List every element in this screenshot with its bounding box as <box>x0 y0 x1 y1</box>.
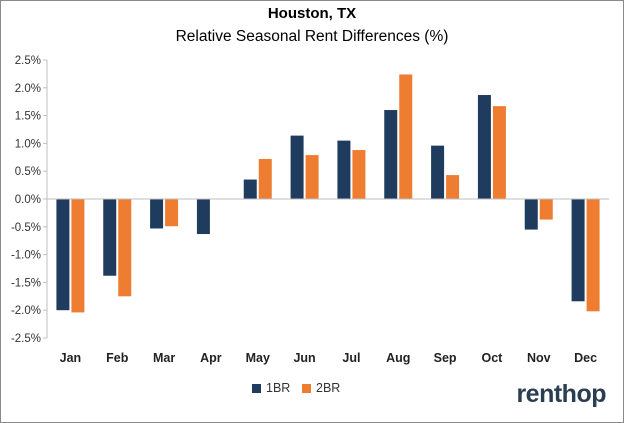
y-tick-label: 0.0% <box>15 194 41 206</box>
bar-1br-apr <box>196 199 210 235</box>
y-tick-label: 2.0% <box>15 83 41 95</box>
bar-2br-may <box>258 158 272 199</box>
x-tick-label: Feb <box>106 351 129 365</box>
bar-2br-jan <box>71 199 85 313</box>
bar-2br-jun <box>305 155 319 199</box>
legend-swatch-2br <box>302 383 311 393</box>
y-tick-label: -2.5% <box>11 333 41 345</box>
bar-2br-sep <box>446 175 460 199</box>
y-tick-label: -2.0% <box>11 305 41 317</box>
bar-1br-jul <box>337 140 351 199</box>
bar-1br-jun <box>290 135 304 199</box>
x-tick-label: Oct <box>481 351 503 365</box>
x-tick-label: Aug <box>386 351 410 365</box>
bar-2br-jul <box>352 150 366 199</box>
bar-1br-oct <box>477 95 491 199</box>
y-tick-label: -1.0% <box>11 250 41 262</box>
x-tick-label: Nov <box>527 351 551 365</box>
renthop-logo: renthop <box>516 380 606 409</box>
chart-title: Houston, TX <box>267 5 357 22</box>
legend-item-1br: 1BR <box>252 381 290 395</box>
x-tick-label: Dec <box>574 351 597 365</box>
x-tick-label: Jul <box>342 351 360 365</box>
legend-item-2br: 2BR <box>302 381 340 395</box>
bar-2br-nov <box>539 199 553 220</box>
chart-subtitle: Relative Seasonal Rent Differences (%) <box>175 28 449 45</box>
bar-2br-feb <box>118 199 132 297</box>
legend-label-2br: 2BR <box>316 381 341 395</box>
y-tick-label: -0.5% <box>11 222 41 234</box>
bar-1br-jan <box>56 199 70 311</box>
y-tick-label: 1.5% <box>15 111 41 123</box>
bar-1br-may <box>243 179 257 199</box>
bar-2br-mar <box>165 199 179 227</box>
x-tick-label: Sep <box>434 351 457 365</box>
legend-swatch-1br <box>252 383 261 393</box>
x-tick-label: Apr <box>200 351 222 365</box>
bar-1br-nov <box>524 199 538 230</box>
y-tick-label: 0.5% <box>15 166 41 178</box>
bar-1br-dec <box>571 199 585 302</box>
bar-1br-sep <box>431 145 445 199</box>
logo-text-end: p <box>591 380 606 408</box>
y-tick-label: 1.0% <box>15 138 41 150</box>
bar-1br-mar <box>150 199 164 229</box>
legend-label-1br: 1BR <box>266 381 291 395</box>
logo-text: rentho <box>516 380 592 408</box>
bar-2br-aug <box>399 74 413 199</box>
x-tick-label: Jan <box>60 351 82 365</box>
y-tick-label: 2.5% <box>15 55 41 67</box>
x-tick-label: Jun <box>293 351 315 365</box>
y-tick-label: -1.5% <box>11 277 41 289</box>
x-tick-label: May <box>246 351 270 365</box>
bar-1br-feb <box>103 199 117 276</box>
bar-2br-oct <box>492 106 506 199</box>
x-tick-label: Mar <box>153 351 175 365</box>
bar-1br-aug <box>384 110 398 199</box>
bar-2br-dec <box>586 199 600 312</box>
